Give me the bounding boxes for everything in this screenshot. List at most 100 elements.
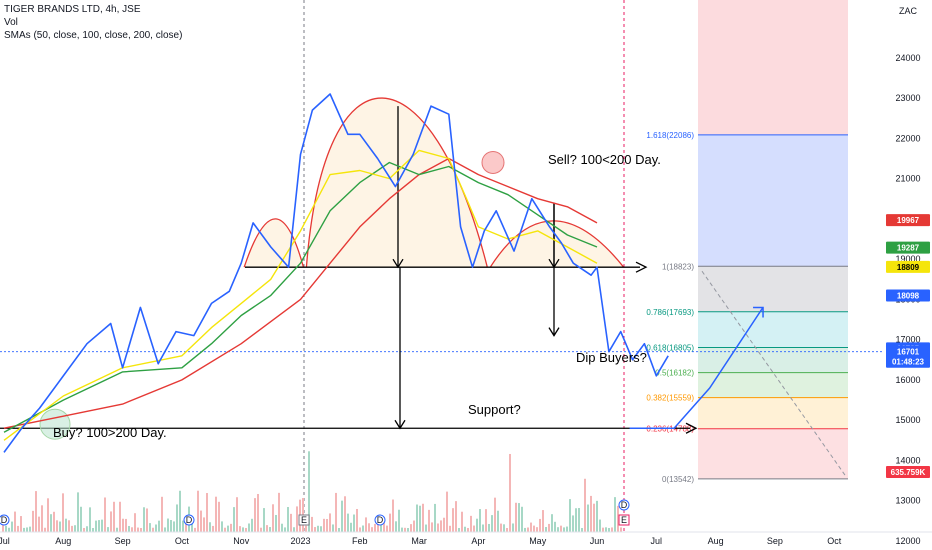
fib-zone-0.5 bbox=[698, 372, 848, 398]
forecast-arrowhead bbox=[753, 306, 764, 318]
time-tick-label: Jun bbox=[590, 536, 605, 546]
left-shoulder-dome bbox=[243, 218, 305, 268]
price-badge bbox=[886, 345, 930, 368]
volume-bar bbox=[143, 507, 145, 532]
target-projection-arrow-head bbox=[394, 419, 406, 430]
volume-bar bbox=[170, 520, 172, 532]
volume-bar bbox=[458, 527, 460, 532]
volume-bar bbox=[239, 526, 241, 532]
volume-badge-label: 635.759K bbox=[891, 468, 926, 477]
volume-bar bbox=[137, 527, 139, 532]
volume-bar bbox=[47, 498, 49, 532]
sma-indicator-label[interactable]: SMAs (50, close, 100, close, 200, close) bbox=[4, 30, 183, 41]
left-shoulder-dome-fill bbox=[244, 218, 304, 268]
time-axis[interactable]: Jul Aug Sep Oct Nov 2023 Feb Mar Apr May Jun Jul Aug… bbox=[0, 499, 932, 550]
volume-bar bbox=[158, 520, 160, 532]
earnings-marker bbox=[618, 514, 630, 526]
volume-bar bbox=[455, 501, 457, 532]
symbol-title[interactable]: TIGER BRANDS LTD, 4h, JSE bbox=[4, 4, 141, 15]
time-tick-label: Feb bbox=[352, 536, 368, 546]
volume-bar bbox=[473, 525, 475, 532]
volume-bar bbox=[539, 518, 541, 532]
volume-bar bbox=[404, 527, 406, 532]
price-badge bbox=[886, 214, 930, 227]
price-badge bbox=[886, 260, 930, 273]
volume-bar bbox=[311, 516, 313, 532]
volume-bar bbox=[278, 492, 280, 532]
volume-bar bbox=[419, 505, 421, 532]
volume-bar bbox=[494, 497, 496, 532]
fib-label-0.236: 0.236(14788) bbox=[646, 425, 694, 434]
time-tick-label: Aug bbox=[708, 536, 724, 546]
volume-bar bbox=[500, 523, 502, 532]
volume-bar bbox=[443, 517, 445, 532]
sma200-line bbox=[3, 157, 598, 429]
volume-bar bbox=[434, 503, 436, 532]
volume-bar bbox=[365, 517, 367, 532]
volume-bar bbox=[287, 507, 289, 532]
volume-bar bbox=[26, 527, 28, 532]
time-tick-label: May bbox=[529, 536, 547, 546]
volume-bar bbox=[512, 523, 514, 532]
volume-bar bbox=[119, 501, 121, 532]
volume-bar bbox=[173, 521, 175, 532]
volume-bar bbox=[59, 521, 61, 532]
volume-bar bbox=[368, 523, 370, 532]
volume-bar bbox=[527, 527, 529, 532]
volume-bar bbox=[608, 527, 610, 532]
volume-indicator-label[interactable]: Vol bbox=[4, 17, 18, 28]
volume-bar bbox=[599, 519, 601, 532]
volume-bar bbox=[218, 501, 220, 532]
price-tick-label: 23000 bbox=[895, 93, 920, 103]
shoulder-projection-arrow-head bbox=[548, 327, 560, 337]
volume-bar bbox=[122, 518, 124, 532]
price-tick-label: 14000 bbox=[895, 455, 920, 465]
fib-label-1: 1(18823) bbox=[662, 262, 694, 271]
event-marker-label: D bbox=[621, 500, 628, 510]
volume-bar bbox=[497, 510, 499, 532]
volume-bar bbox=[8, 527, 10, 532]
volume-histogram bbox=[2, 451, 622, 532]
volume-bar bbox=[68, 520, 70, 532]
volume-bar bbox=[605, 527, 607, 532]
volume-bar bbox=[212, 525, 214, 532]
volume-bar bbox=[557, 527, 559, 532]
volume-bar bbox=[332, 524, 334, 532]
volume-bar bbox=[50, 514, 52, 532]
volume-bar bbox=[392, 499, 394, 532]
volume-bar bbox=[389, 513, 391, 532]
price-tick-label: 15000 bbox=[895, 415, 920, 425]
volume-bar bbox=[410, 524, 412, 532]
dip-buyers-annotation: Dip Buyers? bbox=[576, 350, 647, 365]
price-axis[interactable]: ZAC1200013000140001500016000170001800019… bbox=[884, 0, 932, 550]
volume-bar bbox=[545, 527, 547, 532]
volume-bar bbox=[518, 503, 520, 532]
volume-bar bbox=[191, 520, 193, 532]
fib-zone-0.786 bbox=[698, 311, 848, 348]
volume-bar bbox=[569, 499, 571, 532]
volume-bar bbox=[515, 502, 517, 532]
event-marker-label: E bbox=[621, 515, 627, 525]
volume-bar bbox=[14, 511, 16, 532]
volume-bar bbox=[566, 526, 568, 532]
volume-bar bbox=[224, 527, 226, 532]
volume-bar bbox=[215, 496, 217, 532]
volume-bar bbox=[86, 526, 88, 532]
chart-grid bbox=[0, 0, 884, 532]
volume-bar bbox=[485, 509, 487, 532]
volume-bar bbox=[131, 527, 133, 532]
volume-bar bbox=[293, 527, 295, 532]
volume-bar bbox=[371, 527, 373, 532]
volume-bar bbox=[245, 527, 247, 532]
volume-bar bbox=[488, 523, 490, 532]
price-tick-label: 19000 bbox=[895, 254, 920, 264]
volume-bar bbox=[32, 510, 34, 532]
volume-bar bbox=[242, 527, 244, 532]
volume-bar bbox=[152, 527, 154, 532]
volume-bar bbox=[275, 514, 277, 532]
buy-annotation: Buy? 100>200 Day. bbox=[53, 425, 167, 440]
price-series bbox=[3, 93, 764, 453]
price-badge-label: 19967 bbox=[897, 216, 920, 225]
volume-bar bbox=[464, 526, 466, 532]
